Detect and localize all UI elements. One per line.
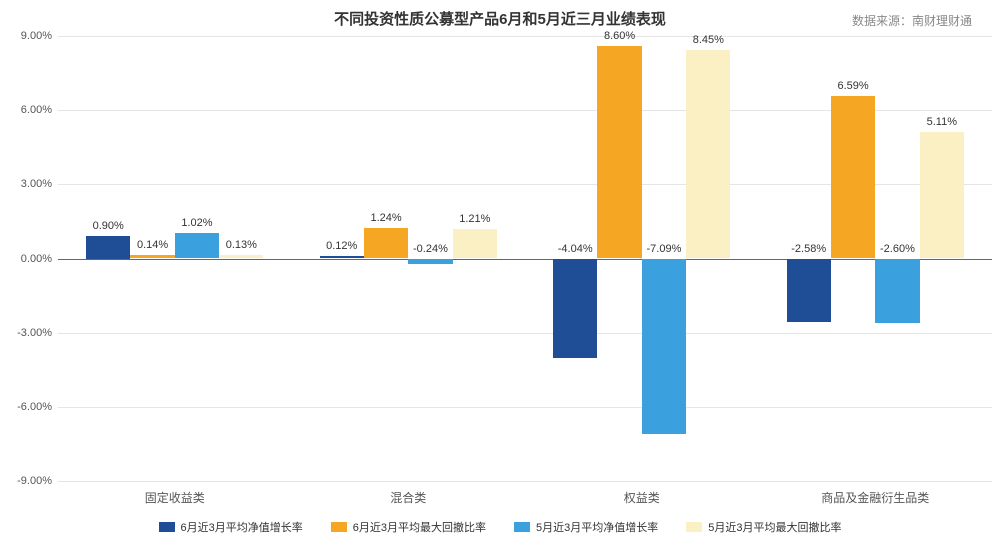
bar	[553, 259, 597, 359]
bar-value-label: -0.24%	[413, 243, 448, 255]
grid-line	[58, 481, 992, 482]
y-tick-label: -9.00%	[17, 475, 52, 487]
legend: 6月近3月平均净值增长率 6月近3月平均最大回撤比率 5月近3月平均净值增长率 5月近…	[0, 519, 1000, 535]
legend-item: 5月近3月平均净值增长率	[514, 519, 658, 535]
legend-item: 6月近3月平均净值增长率	[159, 519, 303, 535]
y-tick-label: 9.00%	[21, 30, 52, 42]
chart-container: 不同投资性质公募型产品6月和5月近三月业绩表现 数据来源：南财理财通 -9.00…	[0, 0, 1000, 541]
legend-label: 5月近3月平均净值增长率	[536, 519, 658, 535]
grid-line	[58, 407, 992, 408]
bar-value-label: 0.12%	[326, 240, 357, 252]
bar-value-label: 0.90%	[93, 220, 124, 232]
bar	[175, 233, 219, 258]
category-label: 权益类	[624, 489, 660, 506]
bar	[920, 132, 964, 258]
chart-title: 不同投资性质公募型产品6月和5月近三月业绩表现	[0, 8, 1000, 29]
bar-value-label: 6.59%	[837, 80, 868, 92]
legend-swatch	[514, 522, 530, 532]
bar	[86, 236, 130, 258]
axis-zero-line	[58, 259, 992, 260]
bar	[875, 259, 919, 323]
legend-swatch	[686, 522, 702, 532]
bar-value-label: -2.58%	[791, 243, 826, 255]
legend-item: 6月近3月平均最大回撤比率	[331, 519, 486, 535]
category-label: 商品及金融衍生品类	[821, 489, 929, 506]
bar	[686, 50, 730, 259]
bar-value-label: -4.04%	[558, 243, 593, 255]
bar	[642, 259, 686, 434]
legend-swatch	[159, 522, 175, 532]
bar-value-label: 0.13%	[226, 239, 257, 251]
legend-label: 6月近3月平均最大回撤比率	[353, 519, 486, 535]
category-label: 混合类	[390, 489, 426, 506]
plot-area: -9.00%-6.00%-3.00%0.00%3.00%6.00%9.00%0.…	[58, 36, 992, 481]
bar	[320, 256, 364, 259]
bar-value-label: 1.21%	[459, 213, 490, 225]
legend-label: 6月近3月平均净值增长率	[181, 519, 303, 535]
category-label: 固定收益类	[145, 489, 205, 506]
y-tick-label: 0.00%	[21, 253, 52, 265]
bar	[408, 259, 452, 265]
bar-value-label: 8.45%	[693, 34, 724, 46]
bar	[597, 46, 641, 259]
y-tick-label: 6.00%	[21, 104, 52, 116]
bar	[364, 228, 408, 259]
bar	[219, 255, 263, 258]
bar-value-label: 8.60%	[604, 30, 635, 42]
bar-value-label: 0.14%	[137, 239, 168, 251]
bar-value-label: -2.60%	[880, 243, 915, 255]
y-tick-label: -6.00%	[17, 401, 52, 413]
y-tick-label: -3.00%	[17, 327, 52, 339]
bar-value-label: -7.09%	[646, 243, 681, 255]
y-tick-label: 3.00%	[21, 178, 52, 190]
legend-label: 5月近3月平均最大回撤比率	[708, 519, 841, 535]
data-source-label: 数据来源：南财理财通	[852, 12, 972, 29]
bar-value-label: 1.02%	[181, 217, 212, 229]
bar-value-label: 5.11%	[927, 116, 957, 128]
bar	[130, 255, 174, 258]
bar	[831, 96, 875, 259]
legend-item: 5月近3月平均最大回撤比率	[686, 519, 841, 535]
bar	[453, 229, 497, 259]
bar	[787, 259, 831, 323]
legend-swatch	[331, 522, 347, 532]
bar-value-label: 1.24%	[370, 212, 401, 224]
grid-line	[58, 333, 992, 334]
grid-line	[58, 36, 992, 37]
